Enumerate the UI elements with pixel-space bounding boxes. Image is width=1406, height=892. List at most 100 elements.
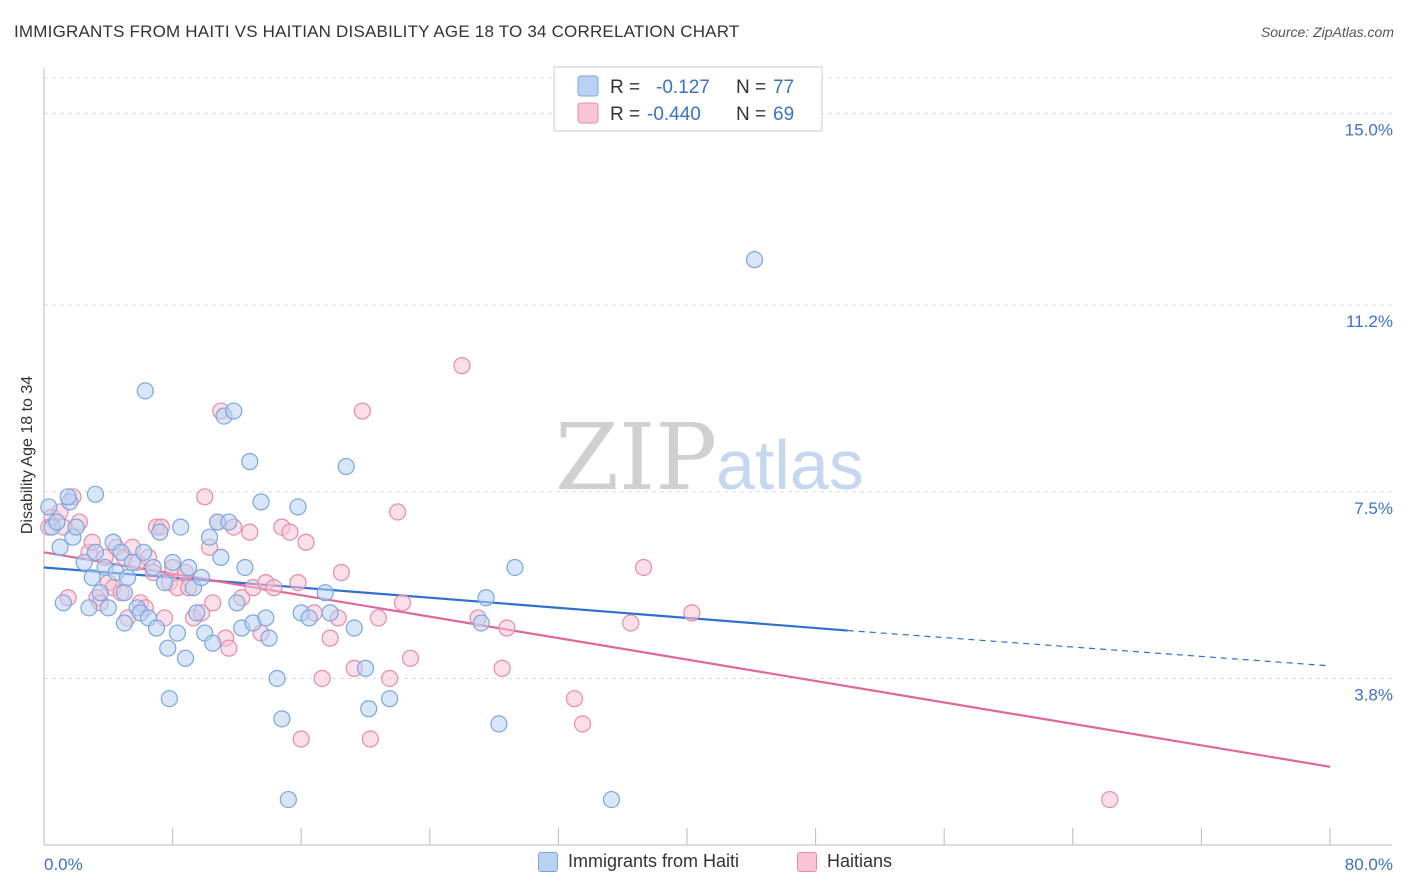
data-point-haiti-immigrants (172, 518, 190, 536)
data-point-haiti-immigrants (99, 599, 117, 617)
data-point-haiti-immigrants (118, 568, 137, 587)
data-point-haitians (573, 715, 592, 733)
trend-line-dashed (847, 629, 1331, 667)
data-point-haiti-immigrants (59, 488, 77, 506)
data-point-haiti-immigrants (204, 634, 222, 652)
data-point-haiti-immigrants (83, 568, 101, 587)
data-point-haiti-immigrants (228, 594, 246, 612)
data-point-haiti-immigrants (381, 690, 399, 708)
legend-box (553, 66, 823, 132)
data-point-haiti-immigrants (86, 485, 105, 503)
legend-r-label-1: R = (610, 77, 640, 98)
data-point-haiti-immigrants (268, 669, 286, 688)
data-point-haiti-immigrants (506, 558, 524, 577)
y-tick-label: 7.5% (1354, 499, 1393, 518)
data-point-haiti-immigrants (123, 553, 142, 572)
data-point-haiti-immigrants (200, 528, 219, 546)
legend-n-label-1: N = (736, 77, 766, 98)
data-point-haiti-immigrants (115, 584, 133, 602)
points-haiti-immigrants (40, 251, 764, 809)
data-point-haiti-immigrants (279, 790, 297, 809)
data-point-haiti-immigrants (472, 614, 490, 632)
legend-swatch-pink (577, 102, 599, 124)
data-point-haiti-immigrants (300, 609, 318, 627)
data-point-haitians (313, 669, 331, 688)
top-legend: R = -0.127 N = 77 R = -0.440 N = 69 (553, 66, 823, 132)
data-point-haitians (565, 690, 584, 708)
data-point-haiti-immigrants (356, 659, 375, 677)
data-point-haiti-immigrants (168, 624, 187, 642)
data-point-haiti-immigrants (91, 584, 109, 602)
legend-label-haitians: Haitians (827, 851, 893, 871)
data-point-haiti-immigrants (188, 604, 206, 622)
data-point-haitians (281, 523, 299, 541)
data-point-haiti-immigrants (289, 498, 307, 516)
data-point-haiti-immigrants (602, 790, 621, 809)
data-point-haitians (493, 659, 511, 677)
data-point-haitians (297, 533, 315, 551)
legend-r-value-1: -0.127 (656, 77, 710, 98)
data-point-haiti-immigrants (220, 513, 238, 531)
data-point-haitians (361, 730, 379, 748)
data-point-haiti-immigrants (241, 452, 259, 471)
data-point-haiti-immigrants (236, 558, 254, 577)
data-point-haitians (401, 649, 420, 667)
data-point-haiti-immigrants (360, 700, 378, 718)
legend-swatch-haiti-immigrants (538, 851, 558, 872)
data-point-haitians (332, 563, 350, 582)
trend-line-solid (43, 566, 848, 632)
source-label: Source: ZipAtlas.com (1260, 24, 1394, 40)
data-point-haiti-immigrants (86, 543, 105, 561)
data-point-haiti-immigrants (257, 609, 275, 627)
data-point-haiti-immigrants (67, 518, 85, 536)
data-point-haiti-immigrants (164, 553, 182, 572)
data-point-haiti-immigrants (155, 574, 174, 592)
watermark-atlas: atlas (716, 426, 864, 504)
legend-swatch-blue (577, 75, 599, 97)
legend-item-haiti-immigrants[interactable]: Immigrants from Haiti (538, 851, 739, 872)
axes (43, 68, 1392, 846)
data-point-haitians (381, 669, 399, 688)
legend-n-value-1: 77 (773, 77, 794, 98)
data-point-haiti-immigrants (115, 614, 133, 632)
data-point-haiti-immigrants (159, 639, 177, 657)
data-point-haitians (634, 558, 653, 577)
data-point-haitians (353, 402, 371, 420)
trend-line-solid (43, 551, 1331, 768)
data-point-haiti-immigrants (345, 619, 363, 637)
y-axis-label: Disability Age 18 to 34 (19, 376, 36, 534)
data-point-haitians (204, 594, 222, 612)
data-point-haiti-immigrants (136, 382, 154, 400)
data-point-haiti-immigrants (316, 584, 334, 602)
data-point-haiti-immigrants (192, 568, 211, 587)
data-point-haiti-immigrants (54, 594, 72, 612)
legend-swatch-haitians (797, 851, 817, 872)
data-point-haiti-immigrants (477, 589, 495, 607)
data-point-haiti-immigrants (48, 513, 66, 531)
data-point-haitians (289, 574, 307, 592)
data-point-haitians (369, 609, 387, 627)
legend-n-value-2: 69 (773, 104, 794, 125)
y-tick-label: 11.2% (1346, 312, 1393, 331)
x-tick-label-max: 80.0% (1345, 855, 1393, 874)
data-point-haitians (241, 523, 259, 541)
data-point-haiti-immigrants (321, 604, 339, 622)
data-point-haiti-immigrants (40, 498, 58, 516)
legend-r-label-2: R = (610, 104, 640, 125)
y-tick-label: 3.8% (1354, 685, 1393, 704)
data-point-haiti-immigrants (135, 543, 153, 561)
data-point-haiti-immigrants (225, 402, 243, 420)
data-point-haiti-immigrants (151, 523, 169, 541)
data-point-haiti-immigrants (176, 649, 195, 667)
data-point-haitians (292, 730, 310, 748)
x-ticks (43, 828, 1331, 845)
data-point-haiti-immigrants (51, 538, 69, 556)
legend-r-value-2: -0.440 (647, 104, 701, 125)
legend-label-haiti-immigrants: Immigrants from Haiti (568, 851, 740, 871)
trend-line-haiti-immigrants (43, 566, 1331, 667)
legend-item-haitians[interactable]: Haitians (797, 851, 892, 872)
data-point-haiti-immigrants (337, 457, 355, 476)
data-point-haitians (1101, 790, 1119, 809)
data-point-haiti-immigrants (490, 715, 508, 733)
y-tick-labels: 3.8% 7.5% 11.2% 15.0% (1345, 120, 1393, 704)
